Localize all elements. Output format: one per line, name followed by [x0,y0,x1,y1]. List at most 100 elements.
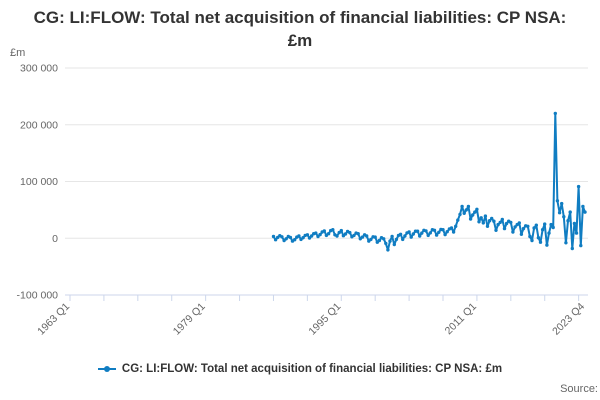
series-point [566,219,570,223]
series-point [481,221,485,225]
legend-label: CG: LI:FLOW: Total net acquisition of fi… [121,363,503,375]
x-tick-label: 1963 Q1 [35,301,72,338]
series-point [564,241,568,245]
y-tick-label: 0 [52,233,58,245]
series-point [365,234,369,238]
series-point [485,224,490,228]
series-point [441,228,445,232]
x-tick-label: 1995 Q1 [306,301,343,338]
series-point [392,242,396,247]
series-point [456,218,460,222]
series-point [487,219,492,223]
series-point [331,228,335,232]
series-point [494,228,498,232]
y-tick-label: -100 000 [17,290,59,302]
series-point [443,232,447,237]
series-point [534,223,538,227]
series-point [536,236,541,240]
series-point [509,220,513,225]
series-point [458,212,462,217]
series-point [339,228,343,233]
series-point [309,234,314,238]
series-point [479,216,483,220]
series-point [471,213,475,217]
series-point [426,233,430,238]
series-point [451,230,456,234]
series-point [574,231,579,235]
series-point [418,234,422,238]
series-point [401,237,405,242]
series-point [424,229,428,233]
series-point [511,230,515,234]
series-point [297,234,301,238]
series-point [562,215,566,219]
series-point [545,243,549,247]
series-point [468,217,473,221]
series-point [473,210,477,214]
series-point [409,235,413,239]
series-point [454,224,458,228]
series-point [407,230,411,234]
series-point [526,224,530,228]
series-point [543,222,547,226]
series-point [568,210,572,214]
series-point [572,221,577,226]
series-point [538,240,543,244]
series-point [420,231,424,235]
series-point [348,230,352,235]
series-point [318,232,322,237]
series-point [428,231,432,235]
series-point [288,235,293,240]
series-point [462,211,466,215]
series-point [301,236,305,240]
series-point [360,235,365,239]
series-point [517,221,521,225]
x-tick-label: 2023 Q4 [550,301,587,338]
series-point [551,225,555,230]
series-point [519,232,524,236]
series-point [326,232,331,236]
series-point [477,220,481,224]
series-point [549,222,553,227]
series-point [528,234,532,239]
series-point [335,234,339,238]
series-point [553,111,557,116]
legend-item[interactable]: CG: LI:FLOW: Total net acquisition of fi… [0,363,600,375]
x-tick-label: 1979 Q1 [171,301,208,338]
series-point [466,204,471,209]
series-point [434,233,439,237]
series-point [386,248,390,252]
series-point [583,210,587,214]
series-point [464,208,468,212]
series-point [384,241,388,246]
series-point [490,216,494,221]
series-point [322,229,326,233]
series-point [504,221,509,226]
series-point [394,237,399,242]
y-tick-label: 100 000 [20,176,58,188]
series-point [271,234,276,239]
series-point [557,211,562,215]
series-point [547,231,551,235]
series-point [273,238,278,242]
series-point [403,234,407,238]
series-point [576,184,581,189]
chart-title: CG: LI:FLOW: Total net acquisition of fi… [33,8,567,50]
series-point [305,233,310,237]
series-point [530,238,534,243]
series-point [377,238,382,243]
series-point [500,217,504,222]
y-axis-unit-label: £m [10,47,26,59]
series-point [415,229,420,233]
series-point [390,234,394,239]
series-point [314,231,318,235]
series-point [398,232,403,236]
series-point [352,233,356,238]
series-point [513,225,517,229]
series-point [579,243,583,248]
series-point [498,220,502,225]
series-point [432,228,437,232]
series-point [560,201,564,206]
